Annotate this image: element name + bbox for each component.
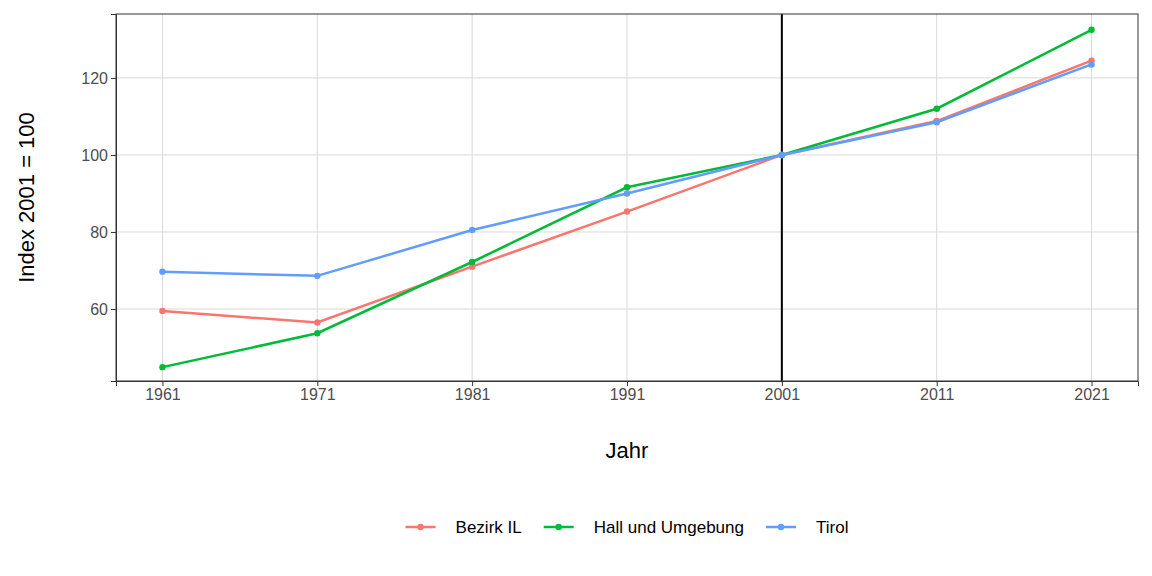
- x-tick-label: 1991: [610, 386, 646, 403]
- legend-label: Tirol: [816, 518, 848, 537]
- x-tick-mark: [317, 381, 318, 386]
- y-tick-label: 100: [81, 147, 108, 164]
- x-tick: 2011: [920, 381, 955, 403]
- series-point: [159, 268, 165, 274]
- x-axis: 1961 1971 1981 1991 2001 2011 2021: [117, 381, 1139, 403]
- y-tick: 60: [90, 301, 116, 318]
- y-tick-label: 120: [81, 70, 108, 87]
- plot-area: [159, 14, 1094, 381]
- x-tick-label: 2001: [765, 386, 801, 403]
- x-tick-mark: [1092, 381, 1093, 386]
- series-point: [624, 190, 630, 196]
- y-tick-mark: [111, 232, 116, 233]
- reference-line: [781, 14, 783, 381]
- series-line: [162, 64, 1091, 275]
- legend-key-point: [778, 524, 784, 530]
- x-tick-mark: [782, 381, 783, 386]
- legend: Bezirk IL Hall und Umgebung Tirol: [406, 518, 849, 537]
- x-tick: 1971: [300, 381, 336, 403]
- grid-line-x: [936, 14, 937, 381]
- x-tick-mark: [627, 381, 628, 386]
- series-point: [933, 106, 939, 112]
- x-tick: 1991: [610, 381, 646, 403]
- series-point: [1088, 61, 1094, 67]
- y-tick: 80: [90, 224, 116, 241]
- x-axis-line: [117, 382, 1139, 387]
- series-point: [159, 308, 165, 314]
- y-tick-mark: [111, 309, 116, 310]
- y-axis-line: [111, 15, 117, 382]
- y-tick-label: 60: [90, 301, 108, 318]
- y-tick: 100: [81, 147, 116, 164]
- series-point: [1088, 27, 1094, 33]
- y-tick-mark: [111, 155, 116, 156]
- legend-item: Tirol: [766, 518, 848, 537]
- plot-background: [116, 14, 1138, 381]
- x-tick-label: 2011: [920, 386, 955, 403]
- series-point: [469, 227, 475, 233]
- legend-key-point: [556, 524, 562, 530]
- x-tick-mark: [162, 381, 163, 386]
- grid: [116, 14, 1138, 381]
- grid-line-x: [162, 14, 163, 381]
- y-axis: 60 80 100 120: [81, 15, 116, 382]
- x-tick: 2021: [1074, 381, 1110, 403]
- x-tick-label: 1961: [145, 386, 181, 403]
- y-tick-mark: [111, 78, 116, 79]
- series-point: [779, 152, 785, 158]
- series-point: [314, 273, 320, 279]
- x-tick-mark: [937, 381, 938, 386]
- series-point: [469, 259, 475, 265]
- legend-key-point: [417, 524, 423, 530]
- y-tick-label: 80: [90, 224, 108, 241]
- series-point: [314, 319, 320, 325]
- x-tick: 1961: [145, 381, 181, 403]
- series-point: [314, 330, 320, 336]
- series-point: [624, 184, 630, 190]
- x-tick-label: 1981: [455, 386, 491, 403]
- grid-line-x: [317, 14, 318, 381]
- series-point: [779, 152, 785, 158]
- x-tick: 1981: [455, 381, 491, 403]
- x-tick: 2001: [765, 381, 801, 403]
- x-tick-label: 2021: [1074, 386, 1110, 403]
- series-point: [159, 364, 165, 370]
- y-axis-title: Index 2001 = 100: [14, 112, 39, 283]
- series-point: [624, 208, 630, 214]
- series-point: [933, 119, 939, 125]
- legend-item: Bezirk IL: [406, 518, 522, 537]
- grid-line-x: [781, 14, 782, 381]
- grid-line-x: [1091, 14, 1092, 381]
- plot-frame: [116, 14, 1138, 381]
- legend-label: Bezirk IL: [456, 518, 522, 537]
- chart: 1961 1971 1981 1991 2001 2011 2021 60 80 100 120 Ja…: [0, 0, 1152, 576]
- x-tick-mark: [472, 381, 473, 386]
- x-tick-label: 1971: [300, 386, 336, 403]
- x-axis-title: Jahr: [606, 438, 649, 463]
- legend-label: Hall und Umgebung: [594, 518, 744, 537]
- grid-line-x: [627, 14, 628, 381]
- y-tick: 120: [81, 70, 116, 87]
- series-point: [779, 152, 785, 158]
- series-line: [162, 30, 1091, 367]
- legend-item: Hall und Umgebung: [544, 518, 744, 537]
- grid-line-x: [472, 14, 473, 381]
